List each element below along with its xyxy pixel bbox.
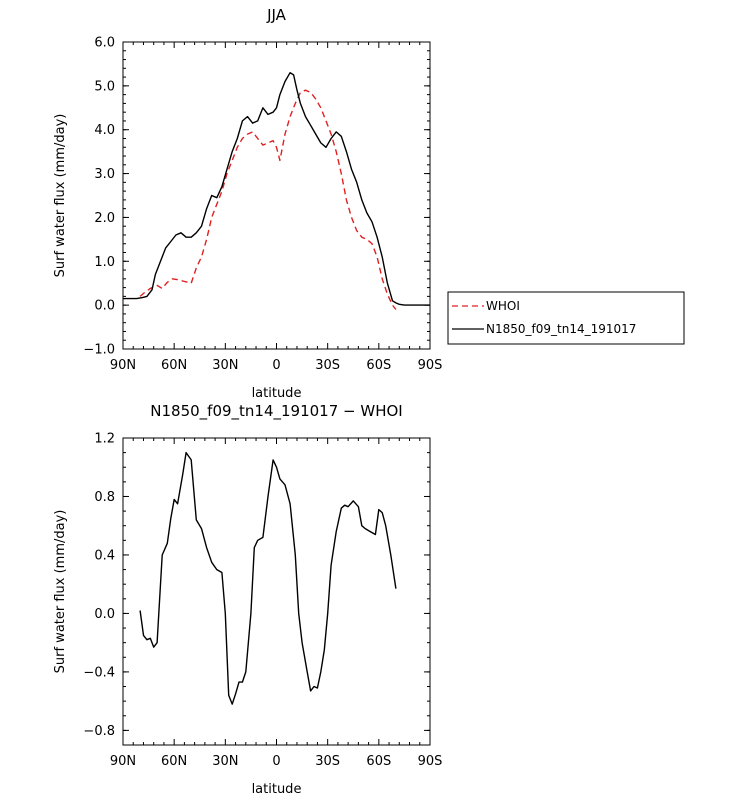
bottom-y-tick-label: 0.4 — [94, 548, 115, 563]
top-y-tick-label: 3.0 — [94, 167, 115, 182]
top-x-tick-label: 90S — [418, 358, 443, 373]
bottom-x-tick-label: 90N — [110, 754, 136, 769]
bottom-x-tick-label: 60S — [366, 754, 391, 769]
top-y-tick-label: −1.0 — [83, 343, 115, 358]
bottom-y-tick-label: 1.2 — [94, 432, 115, 447]
top-y-tick-label: 4.0 — [94, 123, 115, 138]
bottom-x-tick-label: 30S — [315, 754, 340, 769]
top-x-axis-label: latitude — [252, 386, 302, 401]
bottom-plot-frame — [122, 437, 431, 746]
top-axis-ticks: 90N 60N 30N 0 30S 60S 90S −1.0 0.0 1.0 2.0 3.0 4.0 5.… — [83, 36, 442, 374]
bottom-x-axis-label: latitude — [252, 782, 302, 797]
top-series-line-n1850-f09-tn14-191017 — [123, 71, 430, 306]
top-plot-frame — [122, 41, 431, 350]
bottom-x-tick-label: 30N — [212, 754, 238, 769]
legend-box — [447, 291, 685, 345]
top-y-tick-label: 6.0 — [94, 36, 115, 51]
bottom-y-tick-label: 0.0 — [94, 607, 115, 622]
top-x-tick-label: 60N — [161, 358, 187, 373]
bottom-chart-title: N1850_f09_tn14_191017 − WHOI — [150, 402, 402, 421]
top-x-tick-label: 90N — [110, 358, 136, 373]
top-y-tick-label: 0.0 — [94, 299, 115, 314]
bottom-y-tick-label: −0.4 — [83, 665, 115, 680]
bottom-chart: N1850_f09_tn14_191017 − WHOI latitude Su… — [53, 402, 442, 797]
top-x-tick-label: 60S — [366, 358, 391, 373]
bottom-y-tick-label: −0.8 — [83, 724, 115, 739]
top-y-axis-label: Surf water flux (mm/day) — [53, 114, 68, 278]
legend-label-whoi: WHOI — [486, 299, 520, 313]
top-x-tick-label: 30N — [212, 358, 238, 373]
top-x-tick-label: 30S — [315, 358, 340, 373]
top-x-tick-label: 0 — [272, 358, 280, 373]
top-series-line-whoi — [139, 89, 397, 310]
top-y-tick-label: 2.0 — [94, 211, 115, 226]
bottom-x-tick-label: 0 — [272, 754, 280, 769]
bottom-x-tick-label: 90S — [418, 754, 443, 769]
legend-label-n1850: N1850_f09_tn14_191017 — [486, 322, 636, 336]
top-chart-title: JJA — [266, 6, 287, 24]
legend: WHOI N1850_f09_tn14_191017 — [447, 291, 685, 345]
top-series-group — [123, 71, 430, 310]
bottom-x-tick-label: 60N — [161, 754, 187, 769]
bottom-y-tick-label: 0.8 — [94, 490, 115, 505]
top-chart: JJA latitude Surf water flux (mm/day) 90… — [53, 6, 685, 401]
bottom-y-axis-label: Surf water flux (mm/day) — [53, 510, 68, 674]
bottom-axis-ticks: 90N 60N 30N 0 30S 60S 90S −0.8 −0.4 0.0 0.4 0.8 1.2 — [83, 432, 442, 770]
bottom-series-line-difference — [139, 451, 397, 705]
top-y-tick-label: 1.0 — [94, 255, 115, 270]
bottom-series-group — [139, 451, 397, 705]
top-y-tick-label: 5.0 — [94, 79, 115, 94]
